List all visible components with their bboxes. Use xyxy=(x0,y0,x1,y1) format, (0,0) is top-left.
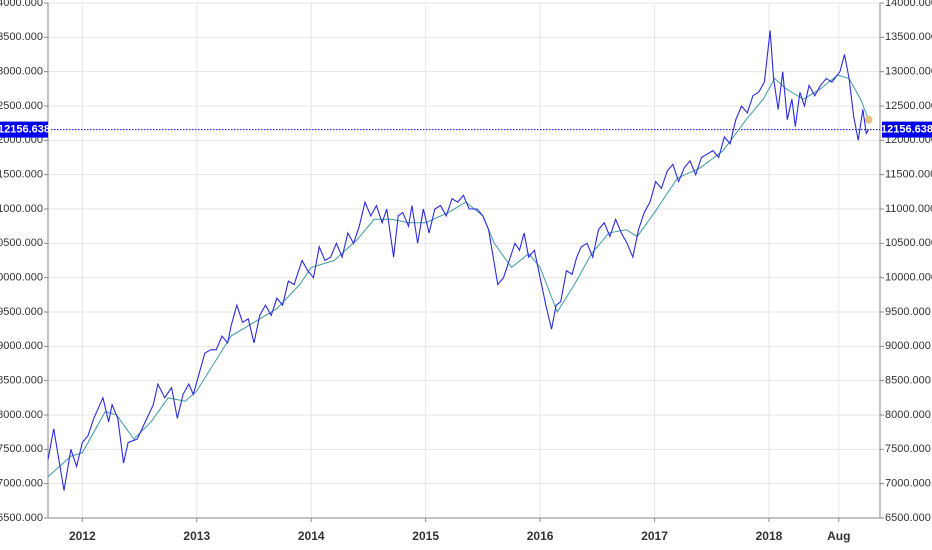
y2-tick-label: 9500.000 xyxy=(885,306,931,318)
x-tick-label: 2013 xyxy=(183,529,210,543)
x-tick-label: Aug xyxy=(827,529,850,543)
y-tick-label: 12500.000 xyxy=(0,100,43,112)
x-tick-label: 2012 xyxy=(69,529,96,543)
y-tick-label: 8000.000 xyxy=(0,409,43,421)
y-tick-label: 14000.000 xyxy=(0,0,43,9)
y-tick-label: 9500.000 xyxy=(0,306,43,318)
y-tick-label: 13500.000 xyxy=(0,31,43,43)
y-tick-label: 7000.000 xyxy=(0,478,43,490)
y2-tick-label: 13000.000 xyxy=(885,66,932,78)
end-dot xyxy=(864,115,873,124)
y2-tick-label: 10500.000 xyxy=(885,237,932,249)
y-tick-label: 11000.000 xyxy=(0,203,43,215)
y2-tick-label: 7500.000 xyxy=(885,443,931,455)
y-tick-label: 9000.000 xyxy=(0,340,43,352)
y2-tick-label: 6500.000 xyxy=(885,512,931,524)
x-tick-label: 2014 xyxy=(298,529,325,543)
y2-tick-label: 12500.000 xyxy=(885,100,932,112)
y-tick-label: 10000.000 xyxy=(0,272,43,284)
last-value-box xyxy=(882,121,932,138)
last-value-box xyxy=(0,121,48,138)
y-tick-label: 10500.000 xyxy=(0,237,43,249)
x-tick-label: 2015 xyxy=(412,529,439,543)
last-value-label: 12156.638 xyxy=(0,123,50,135)
y2-tick-label: 10000.000 xyxy=(885,272,932,284)
y-tick-label: 7500.000 xyxy=(0,443,43,455)
y2-tick-label: 9000.000 xyxy=(885,340,931,352)
y2-tick-label: 14000.000 xyxy=(885,0,932,9)
y-tick-label: 13000.000 xyxy=(0,66,43,78)
x-tick-label: 2018 xyxy=(756,529,783,543)
y2-tick-label: 11000.000 xyxy=(885,203,932,215)
last-value-label: 12156.638 xyxy=(881,123,932,135)
y-tick-label: 6500.000 xyxy=(0,512,43,524)
price-line xyxy=(47,74,870,478)
y2-tick-label: 7000.000 xyxy=(885,478,931,490)
y2-tick-label: 8000.000 xyxy=(885,409,931,421)
y2-tick-label: 11500.000 xyxy=(885,169,932,181)
y2-tick-label: 13500.000 xyxy=(885,31,932,43)
y2-tick-label: 8500.000 xyxy=(885,375,931,387)
price-line xyxy=(47,30,870,491)
y-tick-label: 11500.000 xyxy=(0,169,43,181)
x-tick-label: 2016 xyxy=(527,529,554,543)
y-tick-label: 8500.000 xyxy=(0,375,43,387)
x-tick-label: 2017 xyxy=(641,529,668,543)
